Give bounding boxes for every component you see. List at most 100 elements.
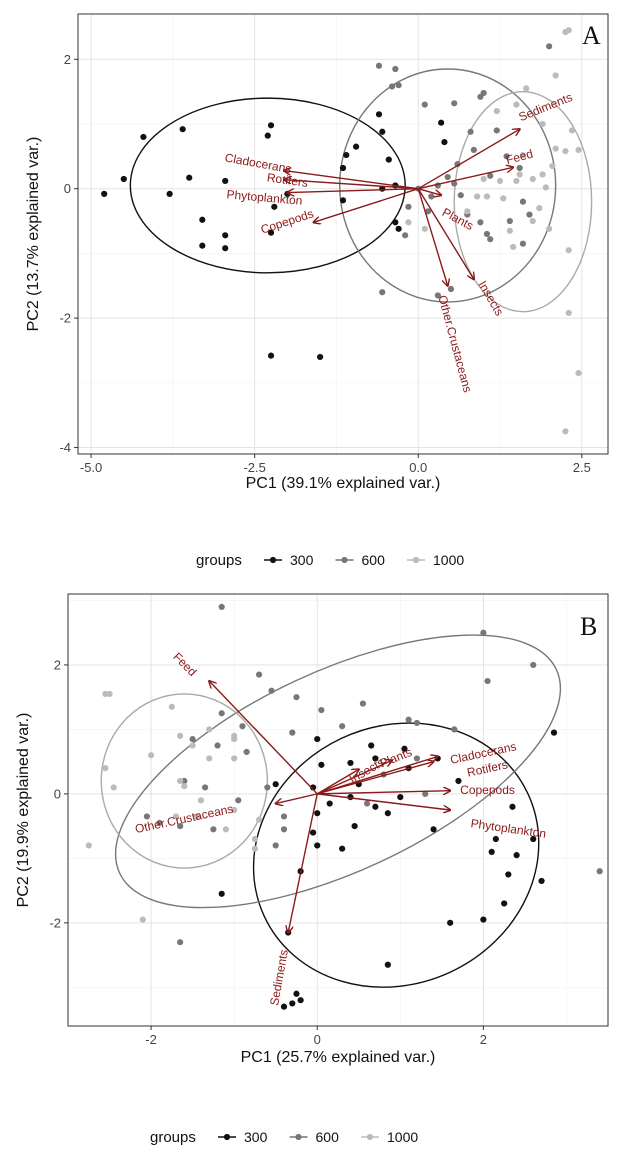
point-group-600 <box>424 208 432 215</box>
point-group-1000 <box>172 813 180 820</box>
point-group-600 <box>272 842 279 849</box>
point-group-1000 <box>510 243 517 251</box>
point-group-300 <box>339 197 347 204</box>
loading-arrow-sediments <box>288 793 318 933</box>
point-group-600 <box>519 198 527 205</box>
legend-key-point <box>412 556 420 564</box>
loading-arrow-feed <box>418 167 513 190</box>
point-group-1000 <box>110 784 117 791</box>
y-tick-label: -2 <box>49 915 61 930</box>
x-tick-label: -2 <box>145 1032 157 1047</box>
point-group-300 <box>179 126 186 133</box>
y-tick-label: -2 <box>59 311 71 326</box>
legend-entry-label: 300 <box>244 1129 268 1145</box>
point-group-600 <box>201 784 209 791</box>
point-group-300 <box>120 175 127 183</box>
point-group-1000 <box>546 225 553 232</box>
point-group-300 <box>309 784 317 791</box>
point-group-600 <box>289 729 296 736</box>
point-group-600 <box>434 292 441 299</box>
point-group-600 <box>451 726 458 733</box>
point-group-600 <box>243 748 250 756</box>
loading-label-rotifers: Rotifers <box>266 170 309 190</box>
point-group-300 <box>505 871 512 878</box>
legend-entry-label: 300 <box>290 552 314 568</box>
point-group-600 <box>484 677 491 685</box>
point-group-300 <box>492 835 499 843</box>
x-axis-title: PC1 (25.7% explained var.) <box>241 1049 436 1066</box>
point-group-1000 <box>552 72 559 79</box>
point-group-300 <box>347 759 354 767</box>
point-group-600 <box>156 819 163 826</box>
loading-arrow-other-crustaceans <box>276 793 318 804</box>
point-group-600 <box>480 629 487 636</box>
ellipse-group-300 <box>252 722 540 988</box>
point-group-1000 <box>562 148 569 155</box>
ellipse-group-600 <box>339 68 557 303</box>
point-group-600 <box>388 83 396 90</box>
point-group-1000 <box>575 370 582 377</box>
loading-arrow-insects <box>417 188 474 280</box>
point-group-300 <box>395 225 402 232</box>
point-group-300 <box>550 729 558 736</box>
loading-arrow-rotifers <box>284 180 419 190</box>
point-group-600 <box>546 43 553 50</box>
point-group-600 <box>477 93 484 100</box>
point-group-600 <box>255 671 263 678</box>
point-group-600 <box>375 62 383 69</box>
loading-arrow-cladocerans <box>284 171 419 190</box>
ellipse-group-600 <box>114 634 562 909</box>
loading-label-copepods: Copepods <box>460 783 515 797</box>
point-group-1000 <box>565 27 572 34</box>
x-tick-label: 0.0 <box>409 460 427 475</box>
point-group-300 <box>339 164 347 172</box>
point-group-300 <box>441 139 448 146</box>
point-group-300 <box>271 203 278 210</box>
point-group-1000 <box>568 127 576 134</box>
loading-arrow-phytoplankton <box>317 793 450 810</box>
point-group-300 <box>199 242 206 249</box>
point-group-300 <box>272 781 279 788</box>
point-group-1000 <box>231 806 238 814</box>
point-group-300 <box>343 151 350 159</box>
point-group-300 <box>289 1000 296 1007</box>
point-group-600 <box>405 716 412 723</box>
point-group-600 <box>359 700 367 707</box>
loading-arrow-feed <box>209 681 318 795</box>
loading-arrow-insects <box>316 769 359 795</box>
point-group-600 <box>239 723 246 730</box>
point-group-300 <box>166 190 173 197</box>
legend-key-point <box>295 1133 302 1141</box>
point-group-600 <box>280 826 288 833</box>
point-group-300 <box>318 761 325 768</box>
point-group-300 <box>267 352 275 359</box>
point-group-1000 <box>181 783 188 790</box>
point-group-1000 <box>464 208 471 215</box>
point-group-300 <box>186 174 193 181</box>
point-group-300 <box>316 353 324 361</box>
point-group-1000 <box>506 227 513 234</box>
point-group-600 <box>339 723 346 730</box>
point-group-600 <box>487 236 494 243</box>
point-group-300 <box>339 845 346 852</box>
point-group-600 <box>405 203 412 210</box>
point-group-600 <box>143 813 151 820</box>
point-group-300 <box>222 177 229 185</box>
point-group-300 <box>326 800 333 807</box>
point-group-600 <box>402 232 409 239</box>
point-group-300 <box>392 219 399 226</box>
y-tick-label: 0 <box>64 181 71 196</box>
x-tick-label: 0 <box>314 1032 321 1047</box>
y-tick-label: 2 <box>64 52 71 67</box>
point-group-600 <box>293 694 300 701</box>
point-group-600 <box>280 813 288 820</box>
ellipse-group-300 <box>129 97 406 274</box>
point-group-600 <box>379 289 386 296</box>
point-group-600 <box>519 240 527 247</box>
point-group-600 <box>413 719 421 727</box>
loading-label-feed: Feed <box>504 147 534 168</box>
point-group-300 <box>140 133 147 141</box>
point-group-1000 <box>539 120 546 128</box>
ellipse-group-1000 <box>100 693 269 869</box>
